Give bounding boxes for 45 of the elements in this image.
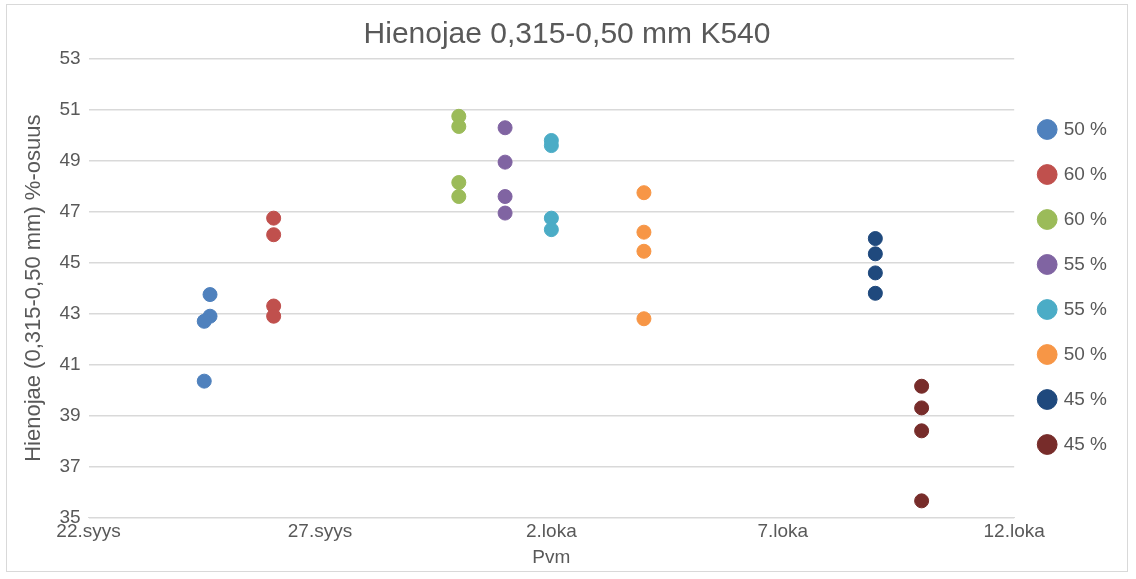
y-tick-label: 51 [59, 98, 81, 120]
point [914, 378, 930, 394]
point [497, 120, 513, 136]
point [497, 154, 513, 170]
legend-label: 55 % [1063, 252, 1108, 274]
point [867, 265, 883, 281]
point [451, 175, 467, 191]
point [914, 423, 930, 439]
point [636, 185, 652, 201]
point [914, 400, 930, 416]
legend-label: 55 % [1063, 297, 1108, 319]
y-tick-label: 39 [59, 403, 81, 425]
x-axis-title: Pvm [532, 545, 571, 567]
chart-title: Hienojae 0,315-0,50 mm K540 [363, 16, 771, 50]
legend-label: 60 % [1063, 162, 1108, 184]
y-tick-label: 53 [59, 47, 81, 69]
x-tick-label: 12.loka [983, 520, 1046, 542]
y-tick-label: 41 [59, 352, 81, 374]
legend-label: 45 % [1063, 387, 1108, 409]
y-tick-label: 37 [59, 454, 81, 476]
y-axis-title: Hienojae (0,315-0,50 mm) %-osuus [20, 114, 46, 462]
point [497, 205, 513, 221]
point [266, 227, 282, 243]
x-tick-label: 7.loka [757, 520, 809, 542]
point [497, 189, 513, 205]
point [636, 311, 652, 327]
legend-label: 60 % [1063, 207, 1108, 229]
legend-label: 50 % [1063, 342, 1108, 364]
point [867, 246, 883, 262]
y-tick-label: 47 [59, 200, 81, 222]
x-tick-label: 27.syys [287, 520, 353, 542]
point [451, 189, 467, 205]
point [867, 231, 883, 247]
point [636, 224, 652, 240]
y-tick-label: 45 [59, 250, 81, 272]
point [266, 210, 282, 226]
legend-label: 50 % [1063, 117, 1108, 139]
y-tick-label: 43 [59, 301, 81, 323]
point [636, 243, 652, 259]
y-tick-label: 49 [59, 149, 81, 171]
point [914, 493, 930, 509]
point [543, 222, 559, 238]
point [867, 285, 883, 301]
x-tick-label: 2.loka [526, 520, 578, 542]
legend-label: 45 % [1063, 432, 1108, 454]
